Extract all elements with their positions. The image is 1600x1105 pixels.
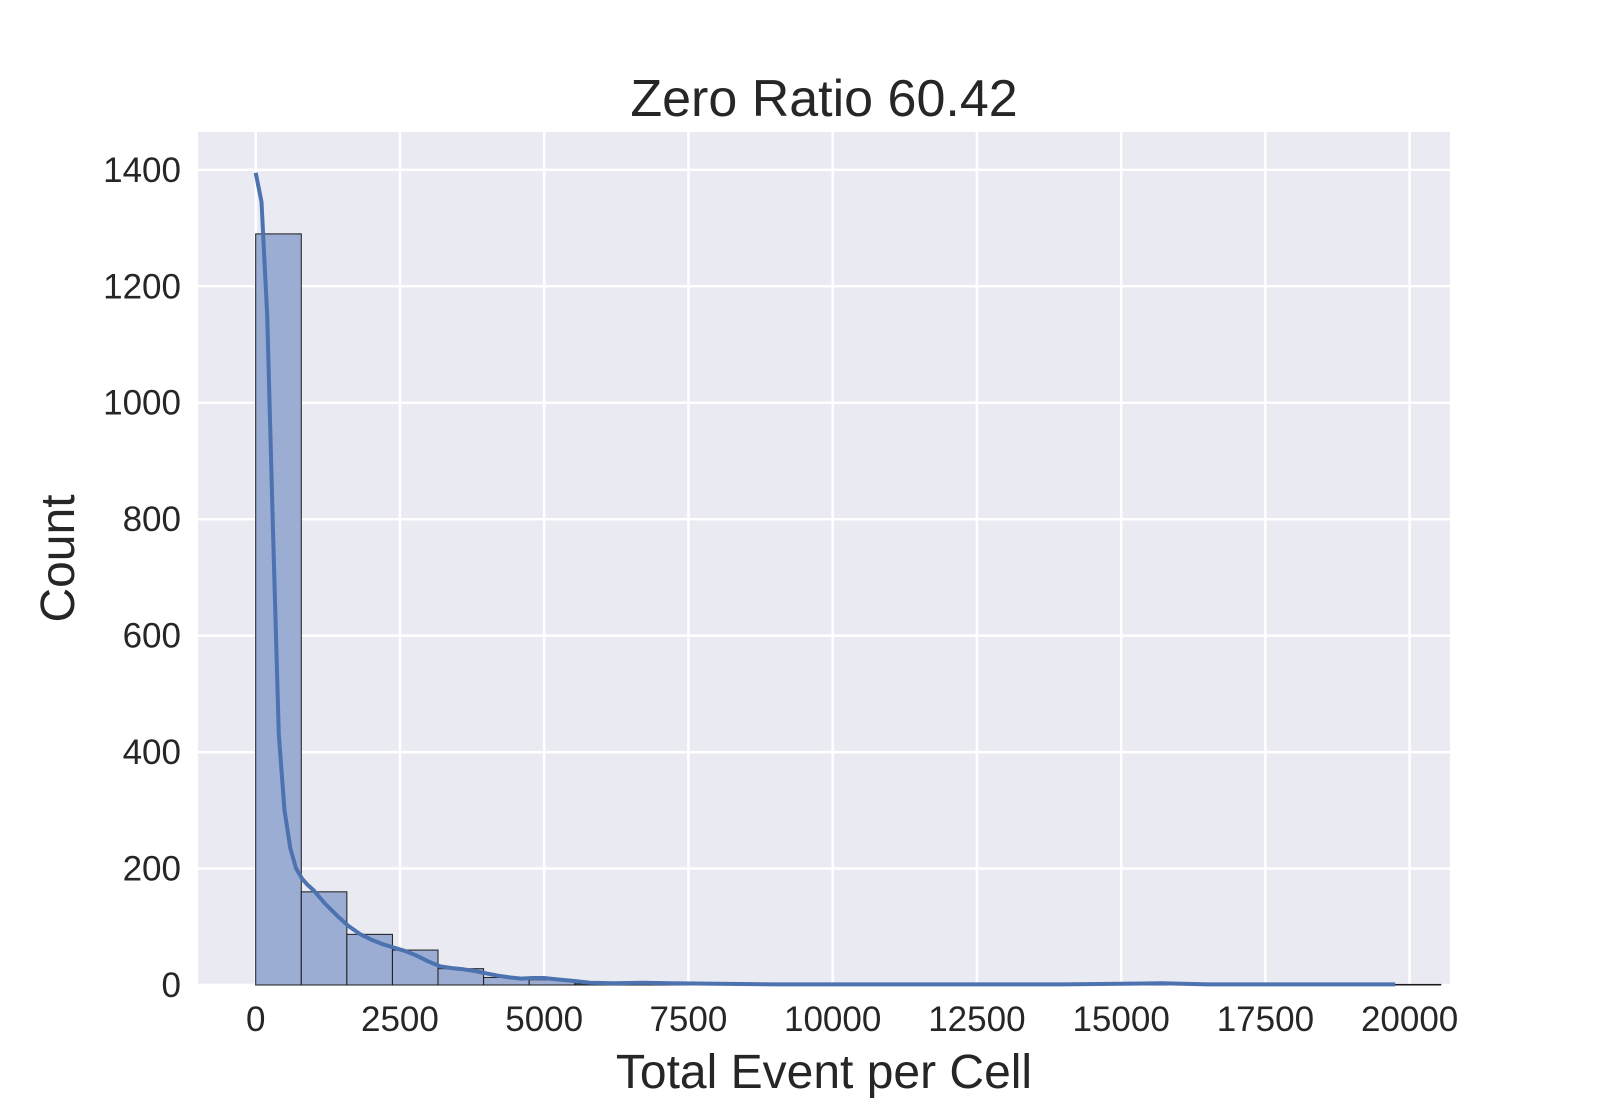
plot-area	[198, 132, 1450, 985]
x-tick-label: 10000	[784, 1000, 881, 1039]
x-tick-label: 0	[246, 1000, 265, 1039]
y-axis-ticks: 0 200 400 600 800 1000 1200 1400	[103, 151, 181, 1005]
y-tick-label: 1200	[103, 267, 181, 306]
y-tick-label: 800	[123, 500, 181, 539]
grid-lines	[198, 132, 1450, 987]
x-tick-label: 7500	[649, 1000, 727, 1039]
y-tick-label: 1400	[103, 151, 181, 190]
y-tick-label: 400	[123, 733, 181, 772]
histogram-bars	[255, 233, 1442, 986]
x-tick-label: 17500	[1217, 1000, 1314, 1039]
x-tick-label: 2500	[361, 1000, 439, 1039]
y-tick-label: 600	[123, 617, 181, 656]
x-tick-label: 15000	[1072, 1000, 1169, 1039]
x-axis-label: Total Event per Cell	[616, 1046, 1032, 1099]
histogram-bar	[1394, 983, 1442, 986]
y-tick-label: 0	[162, 966, 181, 1005]
histogram-bar	[300, 891, 348, 986]
x-tick-label: 12500	[928, 1000, 1025, 1039]
y-tick-label: 200	[123, 850, 181, 889]
histogram-bar	[255, 233, 302, 986]
y-axis-label: Count	[32, 494, 85, 622]
x-axis-ticks: 0 2500 5000 7500 10000 12500 15000 17500 20000	[246, 1000, 1458, 1039]
x-tick-label: 20000	[1361, 1000, 1458, 1039]
kde-curve	[253, 172, 1396, 987]
x-tick-label: 5000	[505, 1000, 583, 1039]
y-tick-label: 1000	[103, 384, 181, 423]
chart-title: Zero Ratio 60.42	[630, 70, 1017, 128]
histogram-bar	[346, 933, 393, 986]
